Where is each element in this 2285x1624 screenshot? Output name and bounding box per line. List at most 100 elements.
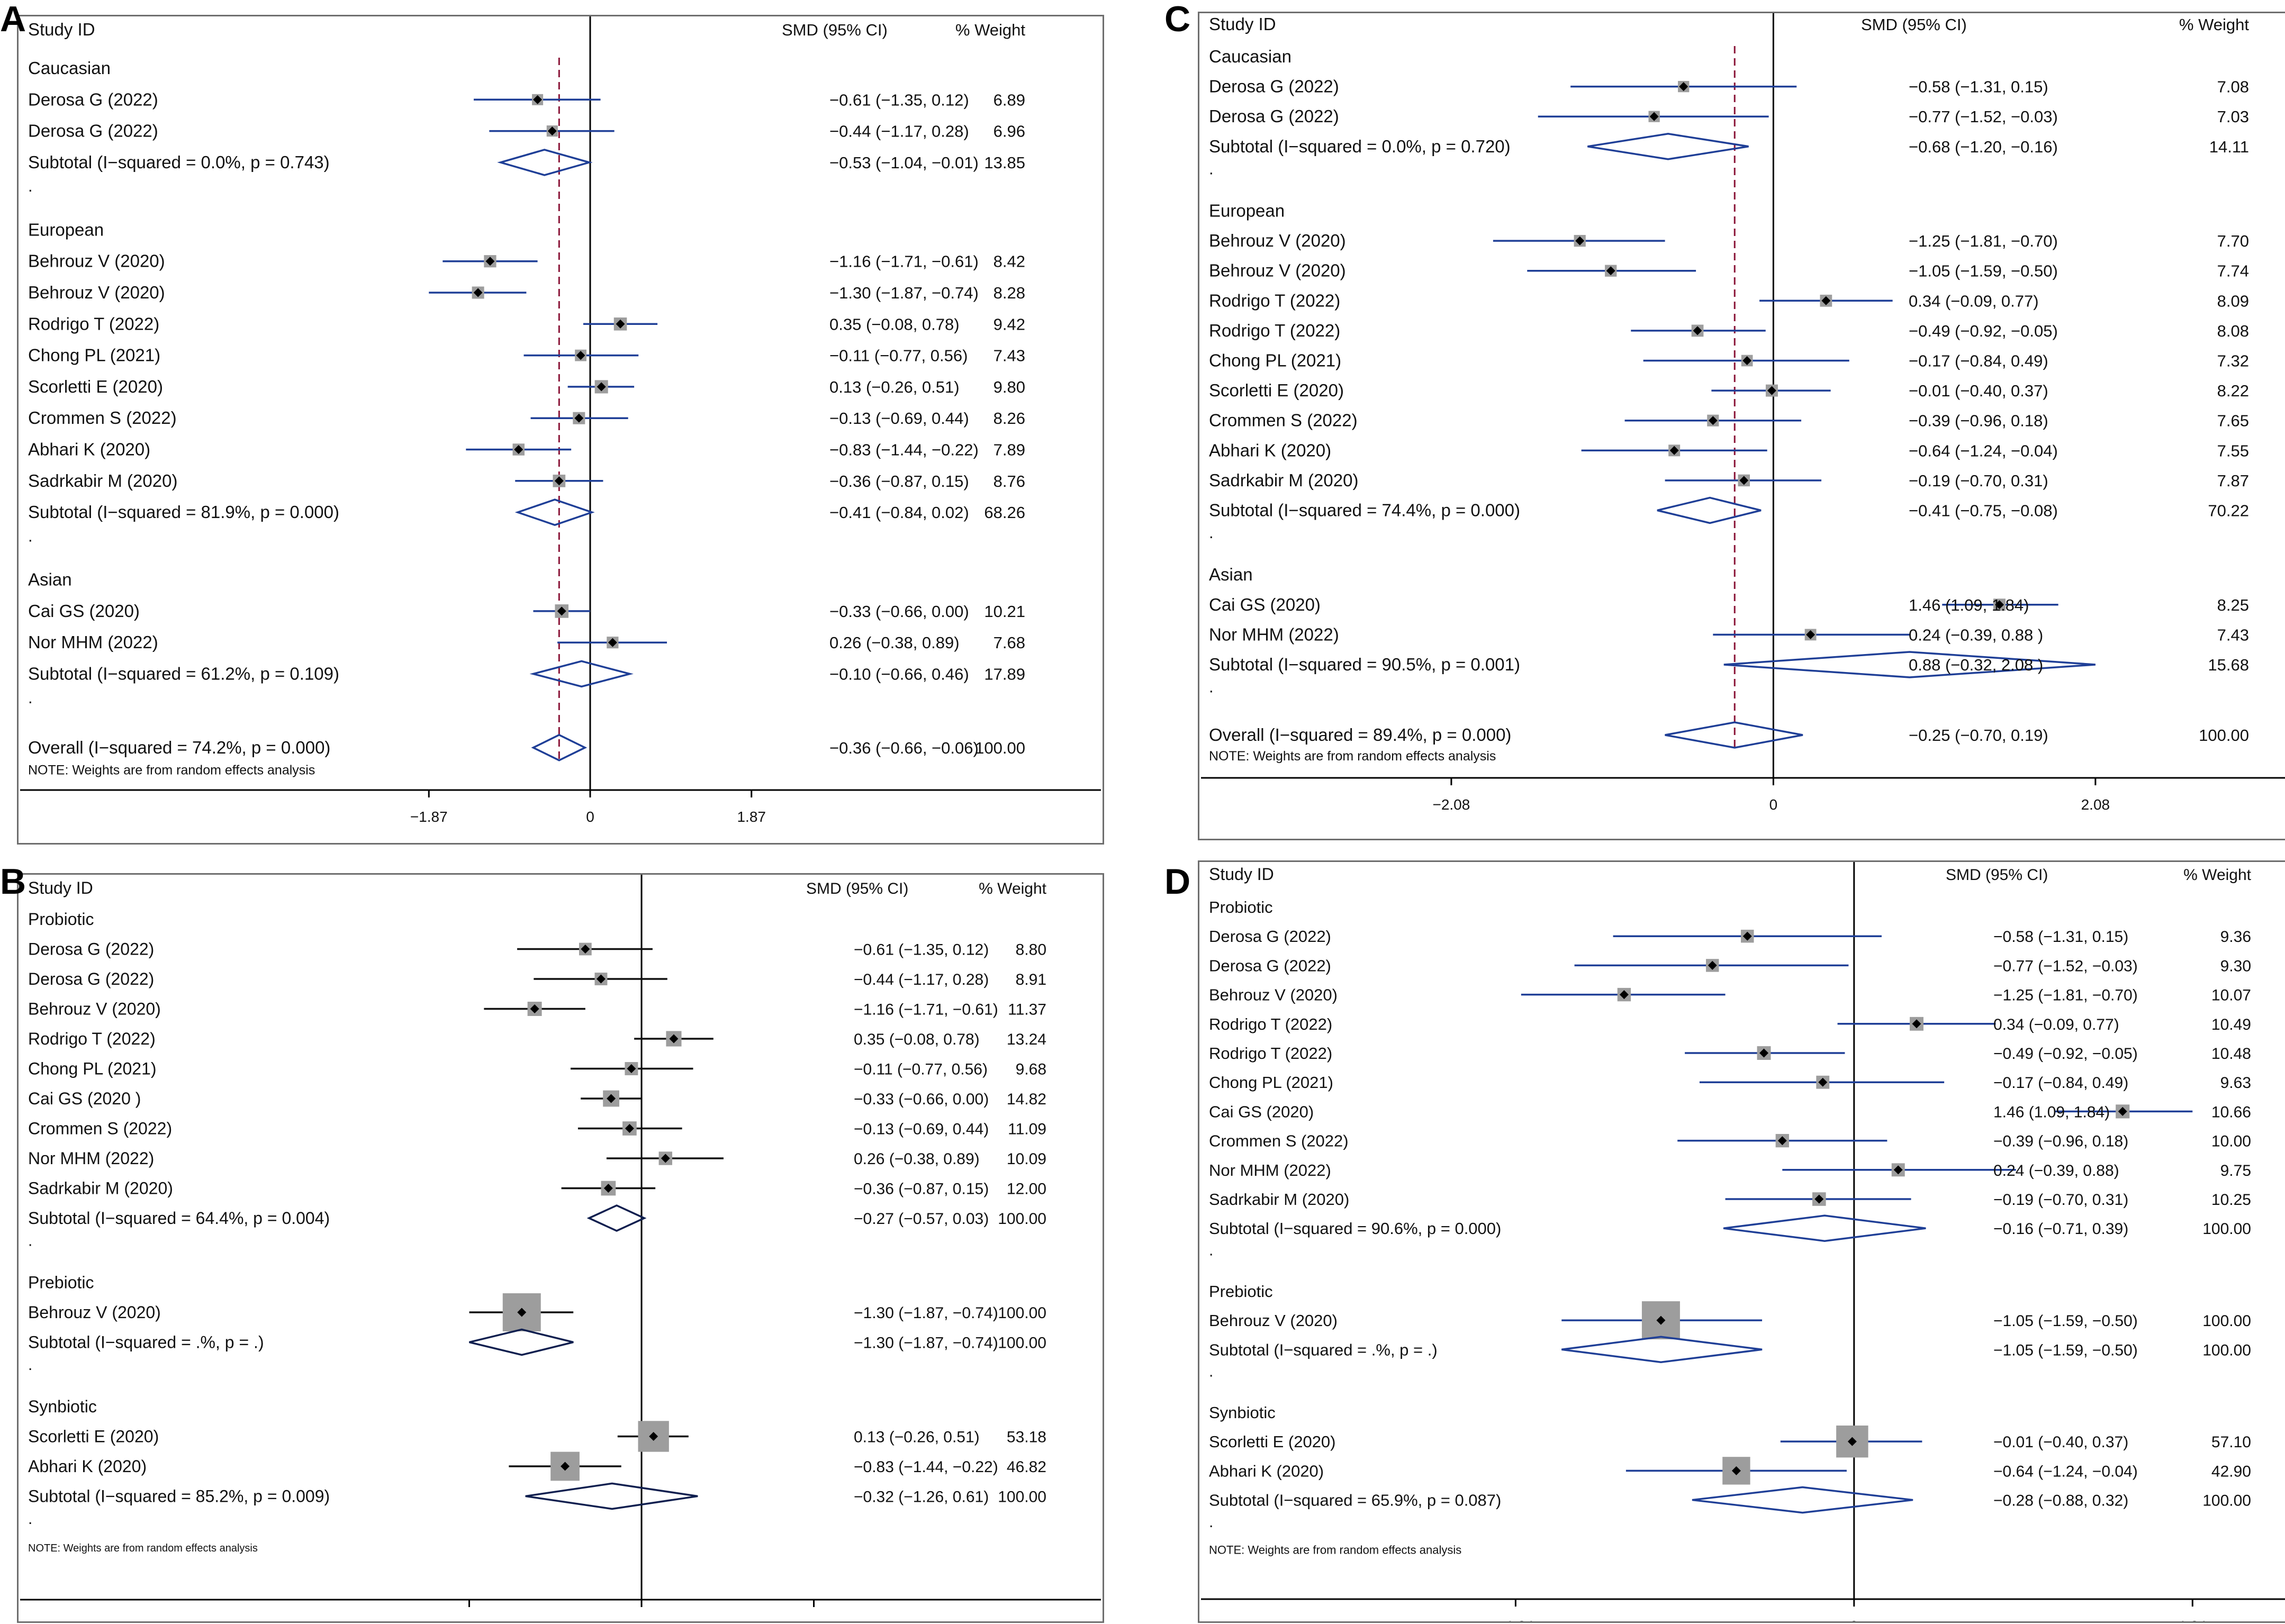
subgroup-label: Prebiotic	[1209, 1282, 1273, 1301]
weight-value: 15.68	[2208, 656, 2249, 674]
smd-ci-value: −1.30 (−1.87, −0.74)	[829, 284, 979, 302]
subtotal-label: Subtotal (I−squared = 65.9%, p = 0.087)	[1209, 1491, 1501, 1510]
point-estimate	[1777, 1136, 1787, 1146]
study-label: Abhari K (2020)	[28, 1457, 147, 1476]
header-smd-label: SMD (95% CI)	[1946, 866, 2048, 884]
study-label: Rodrigo T (2022)	[1209, 321, 1340, 340]
weight-value: 7.43	[994, 347, 1025, 365]
subtotal-diamond	[1561, 1336, 1763, 1364]
weight-value: 8.08	[2217, 322, 2249, 340]
point-estimate	[485, 257, 495, 266]
study-label: Chong PL (2021)	[1209, 1073, 1333, 1092]
smd-ci-value: 0.34 (−0.09, 0.77)	[1993, 1016, 2119, 1033]
spacer-dot: .	[28, 1356, 32, 1374]
weight-value: 7.87	[2217, 471, 2249, 490]
forest-plot-b: Study ID SMD (95% CI) % Weight Probiotic Der…	[20, 875, 1101, 1624]
weight-value: 7.74	[2217, 262, 2249, 280]
subtotal-diamond	[1692, 1486, 1913, 1514]
smd-ci-value: −0.36 (−0.87, 0.15)	[854, 1181, 989, 1198]
smd-ci-value: 0.13 (−0.26, 0.51)	[854, 1428, 980, 1446]
smd-ci-value: −1.25 (−1.81, −0.70)	[1993, 987, 2138, 1004]
point-estimate	[1912, 1019, 1921, 1029]
panel-label-a: A	[0, 0, 26, 39]
point-estimate	[530, 1004, 539, 1013]
study-label: Nor MHM (2022)	[1209, 624, 1339, 644]
smd-ci-value: −0.53 (−1.04, −0.01)	[829, 153, 979, 172]
header-study-label: Study ID	[1209, 14, 1276, 34]
x-tick-label: 0	[638, 1619, 646, 1621]
study-label: Rodrigo T (2022)	[1209, 1044, 1332, 1063]
study-label: Cai GS (2020)	[1209, 1102, 1314, 1121]
smd-ci-value: −0.25 (−0.70, 0.19)	[1909, 726, 2048, 745]
study-label: Sadrkabir M (2020)	[28, 1179, 173, 1198]
x-tick-label: −1.84	[1497, 1618, 1533, 1621]
weight-value: 13.24	[1007, 1031, 1046, 1048]
weight-value: 100.00	[998, 1210, 1046, 1228]
study-label: Derosa G (2022)	[28, 89, 158, 109]
weight-value: 9.80	[994, 378, 1025, 396]
weight-value: 7.08	[2217, 78, 2249, 96]
study-label: Derosa G (2022)	[28, 940, 154, 959]
spacer-dot: .	[28, 177, 33, 195]
smd-ci-value: −0.68 (−1.20, −0.16)	[1909, 138, 2058, 156]
weight-value: 8.26	[994, 409, 1025, 428]
study-label: Derosa G (2022)	[1209, 956, 1331, 975]
smd-ci-value: −0.64 (−1.24, −0.04)	[1909, 441, 2058, 460]
smd-ci-value: −0.13 (−0.69, 0.44)	[854, 1121, 989, 1138]
weight-value: 14.82	[1007, 1091, 1046, 1108]
study-label: Nor MHM (2022)	[1209, 1161, 1331, 1180]
header-weight-label: % Weight	[955, 21, 1025, 39]
subgroup-label: Synbiotic	[1209, 1403, 1276, 1422]
subtotal-label: Subtotal (I−squared = 90.6%, p = 0.000)	[1209, 1219, 1501, 1238]
weight-value: 100.00	[975, 739, 1025, 757]
study-label: Sadrkabir M (2020)	[1209, 1190, 1349, 1209]
weight-value: 7.43	[2217, 625, 2249, 644]
study-label: Chong PL (2021)	[1209, 350, 1341, 370]
subtotal-label: Subtotal (I−squared = 0.0%, p = 0.720)	[1209, 137, 1511, 156]
smd-ci-value: −1.16 (−1.71, −0.61)	[829, 252, 979, 271]
study-label: Rodrigo T (2022)	[28, 314, 159, 333]
subgroup-label: Probiotic	[1209, 898, 1273, 917]
smd-ci-value: 0.35 (−0.08, 0.78)	[829, 315, 960, 333]
smd-ci-value: −1.16 (−1.71, −0.61)	[854, 1001, 998, 1019]
smd-ci-value: −0.41 (−0.84, 0.02)	[829, 503, 969, 522]
smd-ci-value: −0.28 (−0.88, 0.32)	[1993, 1492, 2128, 1510]
point-estimate	[608, 638, 617, 647]
point-estimate	[616, 319, 625, 329]
subtotal-diamond	[497, 149, 593, 176]
point-estimate	[1767, 386, 1776, 395]
x-tick-label: 0	[1850, 1618, 1858, 1621]
weight-value: 70.22	[2208, 501, 2249, 520]
weight-value: 7.68	[994, 633, 1025, 652]
x-tick-label: 0	[586, 809, 594, 825]
study-label: Sadrkabir M (2020)	[28, 471, 177, 491]
study-label: Cai GS (2020)	[28, 601, 140, 621]
study-label: Scorletti E (2020)	[1209, 380, 1344, 400]
study-label: Crommen S (2022)	[1209, 1132, 1349, 1150]
study-label: Behrouz V (2020)	[28, 1000, 161, 1019]
header-study-label: Study ID	[28, 878, 93, 897]
header-smd-label: SMD (95% CI)	[782, 21, 888, 39]
weight-value: 8.25	[2217, 596, 2249, 614]
weights-note: NOTE: Weights are from random effects an…	[28, 763, 315, 777]
spacer-dot: .	[1209, 1241, 1213, 1259]
subtotal-label: Subtotal (I−squared = 90.5%, p = 0.001)	[1209, 655, 1520, 674]
smd-ci-value: −1.05 (−1.59, −0.50)	[1993, 1312, 2138, 1330]
weight-value: 8.22	[2217, 382, 2249, 400]
smd-ci-value: 0.26 (−0.38, 0.89)	[829, 633, 960, 652]
smd-ci-value: 0.88 (−0.32, 2.08 )	[1909, 656, 2043, 674]
study-label: Behrouz V (2020)	[1209, 231, 1346, 250]
subtotal-diamond	[529, 660, 634, 688]
x-tick-label: −1.87	[410, 809, 448, 825]
point-estimate	[597, 382, 606, 392]
spacer-dot: .	[1209, 159, 1214, 178]
smd-ci-value: 0.24 (−0.39, 0.88 )	[1909, 625, 2043, 644]
smd-ci-value: −0.44 (−1.17, 0.28)	[854, 971, 989, 988]
weights-note: NOTE: Weights are from random effects an…	[1209, 1544, 1461, 1557]
weight-value: 10.49	[2211, 1016, 2251, 1033]
point-estimate	[1821, 296, 1831, 305]
weights-note: NOTE: Weights are from random effects an…	[1209, 749, 1496, 764]
point-estimate	[561, 1462, 570, 1471]
weight-value: 7.65	[2217, 412, 2249, 430]
weight-value: 10.66	[2211, 1103, 2251, 1121]
